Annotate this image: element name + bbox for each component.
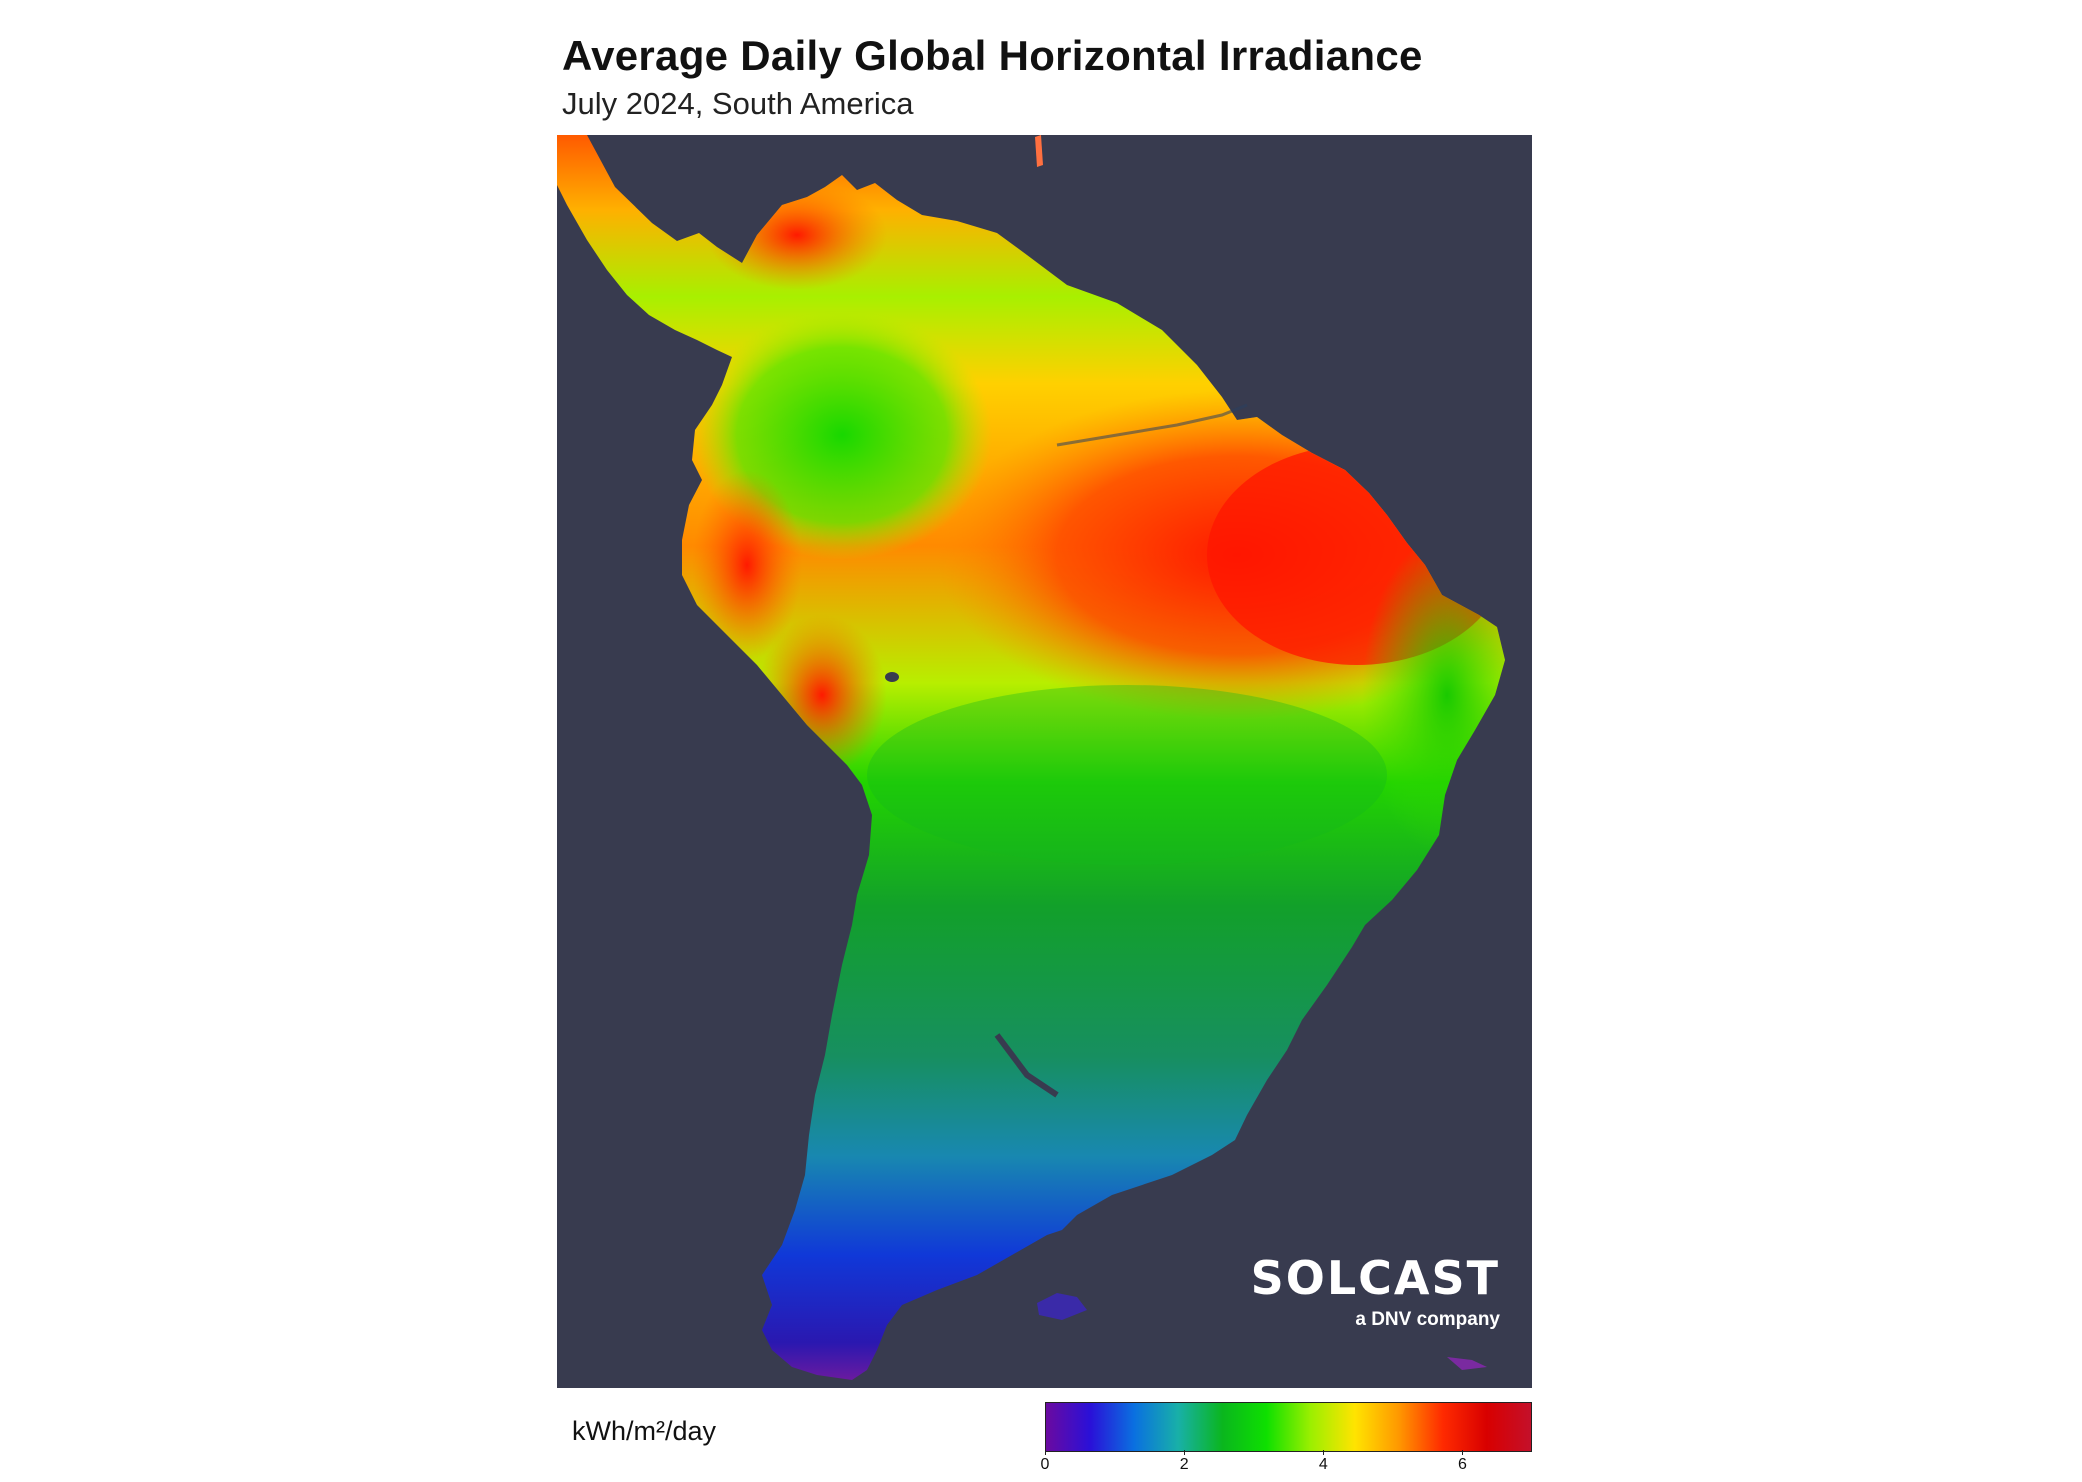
legend-tick-label: 0: [1040, 1456, 1050, 1473]
solcast-logo: SOLCAST a DNV company: [1251, 1255, 1500, 1331]
legend-colorbar: [1045, 1402, 1532, 1452]
south-georgia-island: [1447, 1357, 1487, 1370]
page-title: Average Daily Global Horizontal Irradian…: [562, 32, 1423, 79]
legend-unit-label: kWh/m²/day: [572, 1416, 717, 1446]
amazon-river-line: [1056, 403, 1248, 447]
legend-tick-label: 6: [1457, 1456, 1467, 1473]
irradiance-map: SOLCAST a DNV company: [557, 135, 1532, 1388]
legend-tick-mark: [1184, 1450, 1186, 1455]
lake-titicaca: [885, 672, 899, 682]
legend-tick-label: 4: [1318, 1456, 1328, 1473]
caribbean-islands: [1035, 135, 1043, 167]
legend-tick-mark: [1045, 1450, 1046, 1455]
legend-tick-label: 2: [1179, 1456, 1189, 1473]
page-subtitle: July 2024, South America: [562, 86, 914, 121]
legend-tick-mark: [1462, 1450, 1464, 1455]
logo-wordmark: SOLCAST: [1250, 1251, 1500, 1305]
falkland-islands: [1037, 1293, 1087, 1320]
map-svg: [557, 135, 1505, 1380]
legend-tick-mark: [1323, 1450, 1325, 1455]
rio-de-la-plata-estuary: [994, 1033, 1059, 1098]
south-america-landmass: [557, 135, 1505, 1380]
logo-tagline: a DNV company: [1355, 1309, 1500, 1330]
